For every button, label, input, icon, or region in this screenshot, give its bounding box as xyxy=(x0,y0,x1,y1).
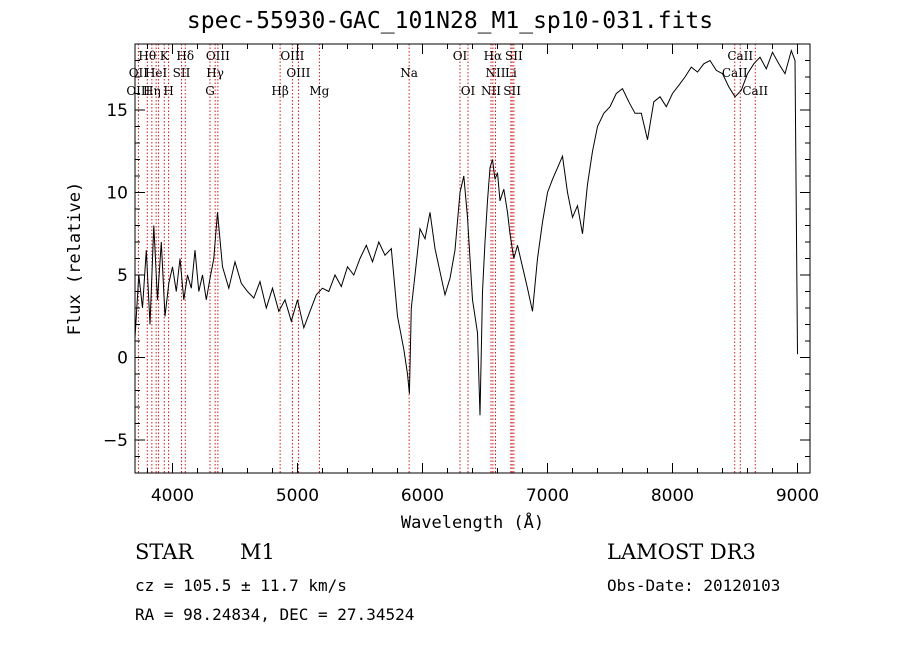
y-tick-label: 10 xyxy=(106,184,128,204)
x-tick-label: 4000 xyxy=(151,486,194,506)
marker-label: Mg xyxy=(309,84,329,98)
marker-label: OII xyxy=(129,66,149,80)
marker-label: OIII xyxy=(206,49,230,63)
marker-label: OI xyxy=(453,49,468,63)
marker-label: Hθ xyxy=(138,49,156,63)
marker-label: OIII xyxy=(280,49,304,63)
y-tick-label: 15 xyxy=(106,101,128,121)
marker-label: OI xyxy=(461,84,476,98)
marker-label: SII xyxy=(505,49,523,63)
y-tick-label: 5 xyxy=(117,266,128,286)
object-subclass: M1 xyxy=(240,540,275,564)
marker-label: Hγ xyxy=(206,66,224,80)
marker-label: OIII xyxy=(286,66,310,80)
marker-label: HeI xyxy=(145,66,168,80)
marker-label: CaII xyxy=(722,66,748,80)
marker-label: K xyxy=(160,49,170,63)
observation-date: Obs-Date: 20120103 xyxy=(607,576,781,595)
y-axis-label: Flux (relative) xyxy=(65,182,85,336)
marker-label: OIII xyxy=(126,84,150,98)
x-axis-label: Wavelength (Å) xyxy=(401,511,544,533)
chart-title: spec-55930-GAC_101N28_M1_sp10-031.fits xyxy=(186,8,714,34)
marker-label: H xyxy=(163,84,173,98)
x-tick-label: 6000 xyxy=(401,486,444,506)
y-tick-label: 0 xyxy=(117,349,128,369)
x-tick-label: 9000 xyxy=(776,486,819,506)
marker-label: CaII xyxy=(727,49,753,63)
marker-label: NII xyxy=(481,84,501,98)
redshift-velocity: cz = 105.5 ± 11.7 km/s xyxy=(135,576,347,595)
coordinates: RA = 98.24834, DEC = 27.34524 xyxy=(135,605,415,624)
x-tick-label: 8000 xyxy=(651,486,694,506)
spectrum-series-group xyxy=(134,48,798,416)
marker-label: Hα xyxy=(484,49,503,63)
marker-label: SII xyxy=(503,84,521,98)
marker-label: Hη xyxy=(143,84,161,98)
axes-group: 4000 5000 6000 7000 8000 9000 0 5 10 15 −5 Waveleng… xyxy=(65,43,819,533)
marker-label: G xyxy=(205,84,215,98)
object-class: STAR xyxy=(135,540,194,564)
marker-label: Li xyxy=(505,66,517,80)
survey-name: LAMOST DR3 xyxy=(607,540,756,564)
marker-label: NII xyxy=(486,66,506,80)
plot-frame xyxy=(134,43,811,474)
x-tick-label: 5000 xyxy=(276,486,319,506)
marker-label: Hβ xyxy=(271,84,288,98)
line-markers-group xyxy=(137,44,756,473)
marker-label: Hδ xyxy=(176,49,194,63)
x-tick-label: 7000 xyxy=(526,486,569,506)
marker-label: Na xyxy=(400,66,418,80)
marker-label: CaII xyxy=(742,84,768,98)
y-tick-label: −5 xyxy=(103,431,128,451)
spectrum-line xyxy=(134,48,798,416)
marker-label: SII xyxy=(173,66,191,80)
